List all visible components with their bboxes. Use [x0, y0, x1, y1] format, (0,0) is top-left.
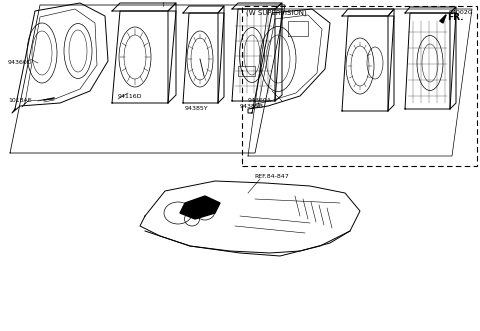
Polygon shape: [180, 196, 220, 219]
Text: 94002G: 94002G: [151, 0, 175, 1]
Text: 94360D: 94360D: [8, 61, 33, 66]
Text: (W SUPERVISION): (W SUPERVISION): [246, 10, 307, 17]
Text: 94385Y: 94385Y: [185, 106, 209, 111]
Text: FR.: FR.: [447, 13, 464, 22]
Text: 1018AE: 1018AE: [8, 99, 32, 104]
Text: REF.84-847: REF.84-847: [254, 174, 289, 179]
Text: 94385B: 94385B: [240, 104, 264, 109]
Text: 94002G: 94002G: [448, 10, 473, 15]
Polygon shape: [440, 15, 446, 23]
Text: 94116D: 94116D: [118, 94, 143, 99]
Text: 94360A: 94360A: [248, 99, 272, 104]
